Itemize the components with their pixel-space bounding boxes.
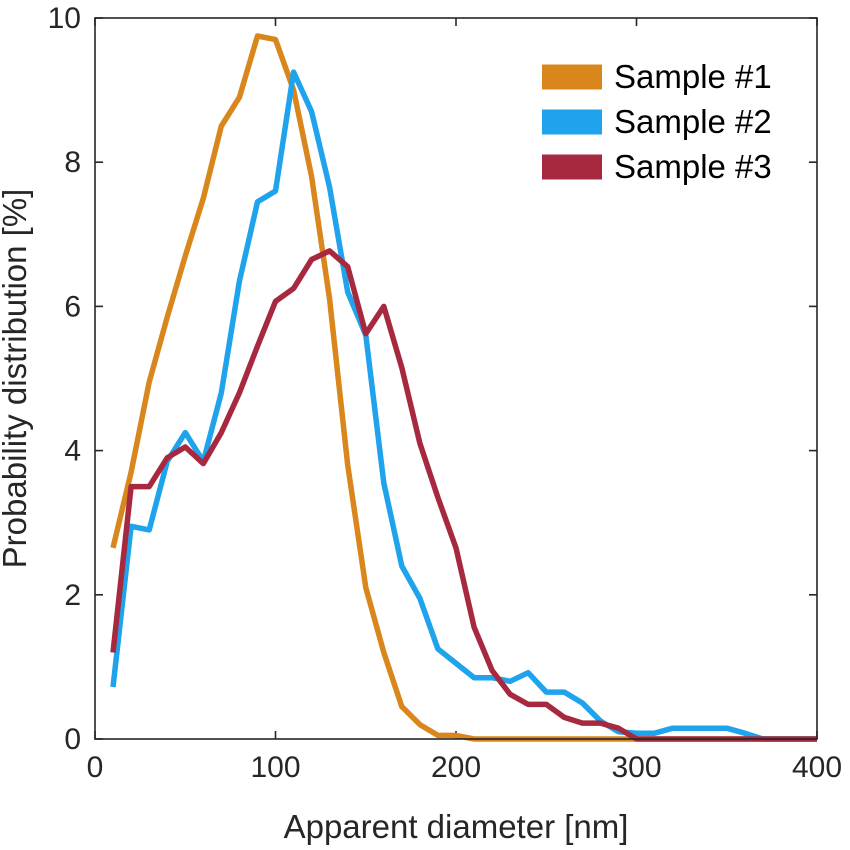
plot-area-frame <box>94 17 818 740</box>
y-tick-label: 10 <box>48 2 81 35</box>
y-axis-label: Probability distribution [%] <box>0 189 33 569</box>
x-tick-label: 200 <box>431 751 481 784</box>
series-line-sample-3 <box>110 248 817 742</box>
y-tick-label: 8 <box>64 146 81 179</box>
series-line-sample-2 <box>110 69 817 742</box>
legend-label-sample-3: Sample #3 <box>614 148 772 185</box>
legend-swatch-sample-2 <box>542 109 602 135</box>
x-tick-label: 100 <box>250 751 300 784</box>
x-tick-label: 0 <box>87 751 104 784</box>
series-lines <box>110 33 817 742</box>
legend-label-sample-2: Sample #2 <box>614 103 772 140</box>
axis-tick-labels: 0 100 200 300 400 0 2 4 6 8 10 <box>48 2 842 784</box>
y-tick-label: 6 <box>64 290 81 323</box>
y-tick-label: 2 <box>64 579 81 612</box>
x-axis-label: Apparent diameter [nm] <box>284 808 629 845</box>
x-tick-label: 300 <box>611 751 661 784</box>
legend-label-sample-1: Sample #1 <box>614 58 772 95</box>
y-tick-label: 4 <box>64 435 81 468</box>
y-tick-label: 0 <box>64 723 81 756</box>
legend-swatch-sample-3 <box>542 154 602 180</box>
x-tick-label: 400 <box>792 751 842 784</box>
legend: Sample #1 Sample #2 Sample #3 <box>542 58 772 185</box>
legend-swatch-sample-1 <box>542 64 602 90</box>
series-line-sample-1 <box>110 33 817 742</box>
